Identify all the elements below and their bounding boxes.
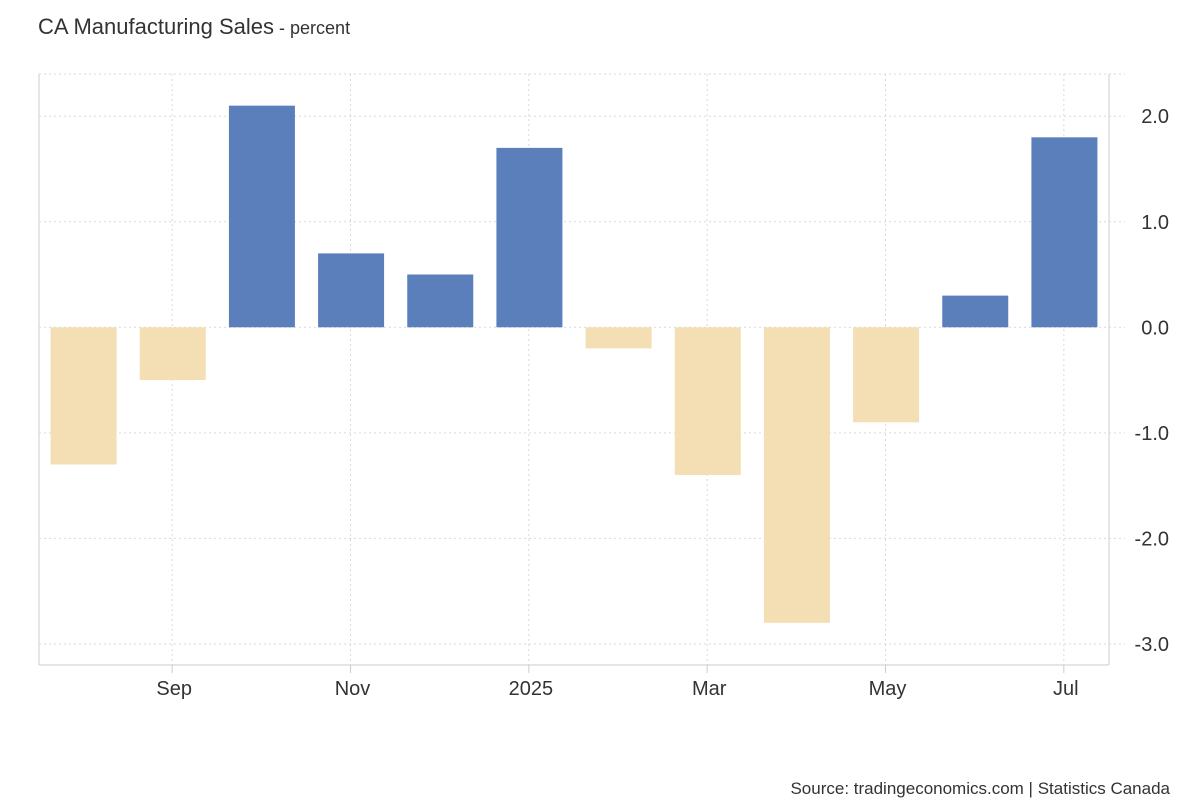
bar-chart: 2.0 1.0 0.0 -1.0 -2.0 -3.0 Sep Nov 2025 Mar May Jul [38,73,1169,700]
y-tick-label: 0.0 [1141,317,1169,339]
y-tick-label: -1.0 [1135,423,1169,445]
x-tick-label: Jul [1053,678,1079,700]
bar-positive [1031,137,1098,328]
bar-positive [942,295,1009,328]
y-tick-label: -2.0 [1135,528,1169,550]
x-tick-label: May [869,678,907,700]
bar-positive [318,253,385,328]
bar-negative [674,327,741,476]
x-tick-label: Sep [156,678,192,700]
y-tick-label: 2.0 [1141,106,1169,128]
x-tick-label: Mar [692,678,727,700]
chart-unit-label: percent [290,18,351,38]
source-attribution: Source: tradingeconomics.com | Statistic… [790,779,1170,798]
y-tick-label: 1.0 [1141,212,1169,234]
bar-positive [496,147,563,328]
bar-negative [139,327,206,381]
chart-title-text: CA Manufacturing Sales [38,14,275,39]
bar-negative [585,327,652,349]
bar-negative [763,327,830,623]
bar-negative [853,327,920,423]
bar-positive [228,105,295,328]
x-tick-label: Nov [335,678,371,700]
y-tick-label: -3.0 [1135,634,1169,656]
chart-title: CA Manufacturing Sales - percent [38,14,350,40]
bar-positive [407,274,474,328]
x-tick-label: 2025 [509,678,554,700]
bar-negative [50,327,117,465]
chart-title-separator: - [274,18,291,38]
